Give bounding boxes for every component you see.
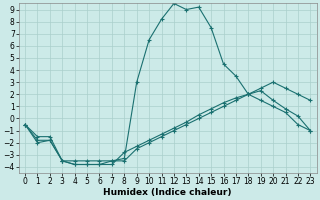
X-axis label: Humidex (Indice chaleur): Humidex (Indice chaleur) xyxy=(103,188,232,197)
